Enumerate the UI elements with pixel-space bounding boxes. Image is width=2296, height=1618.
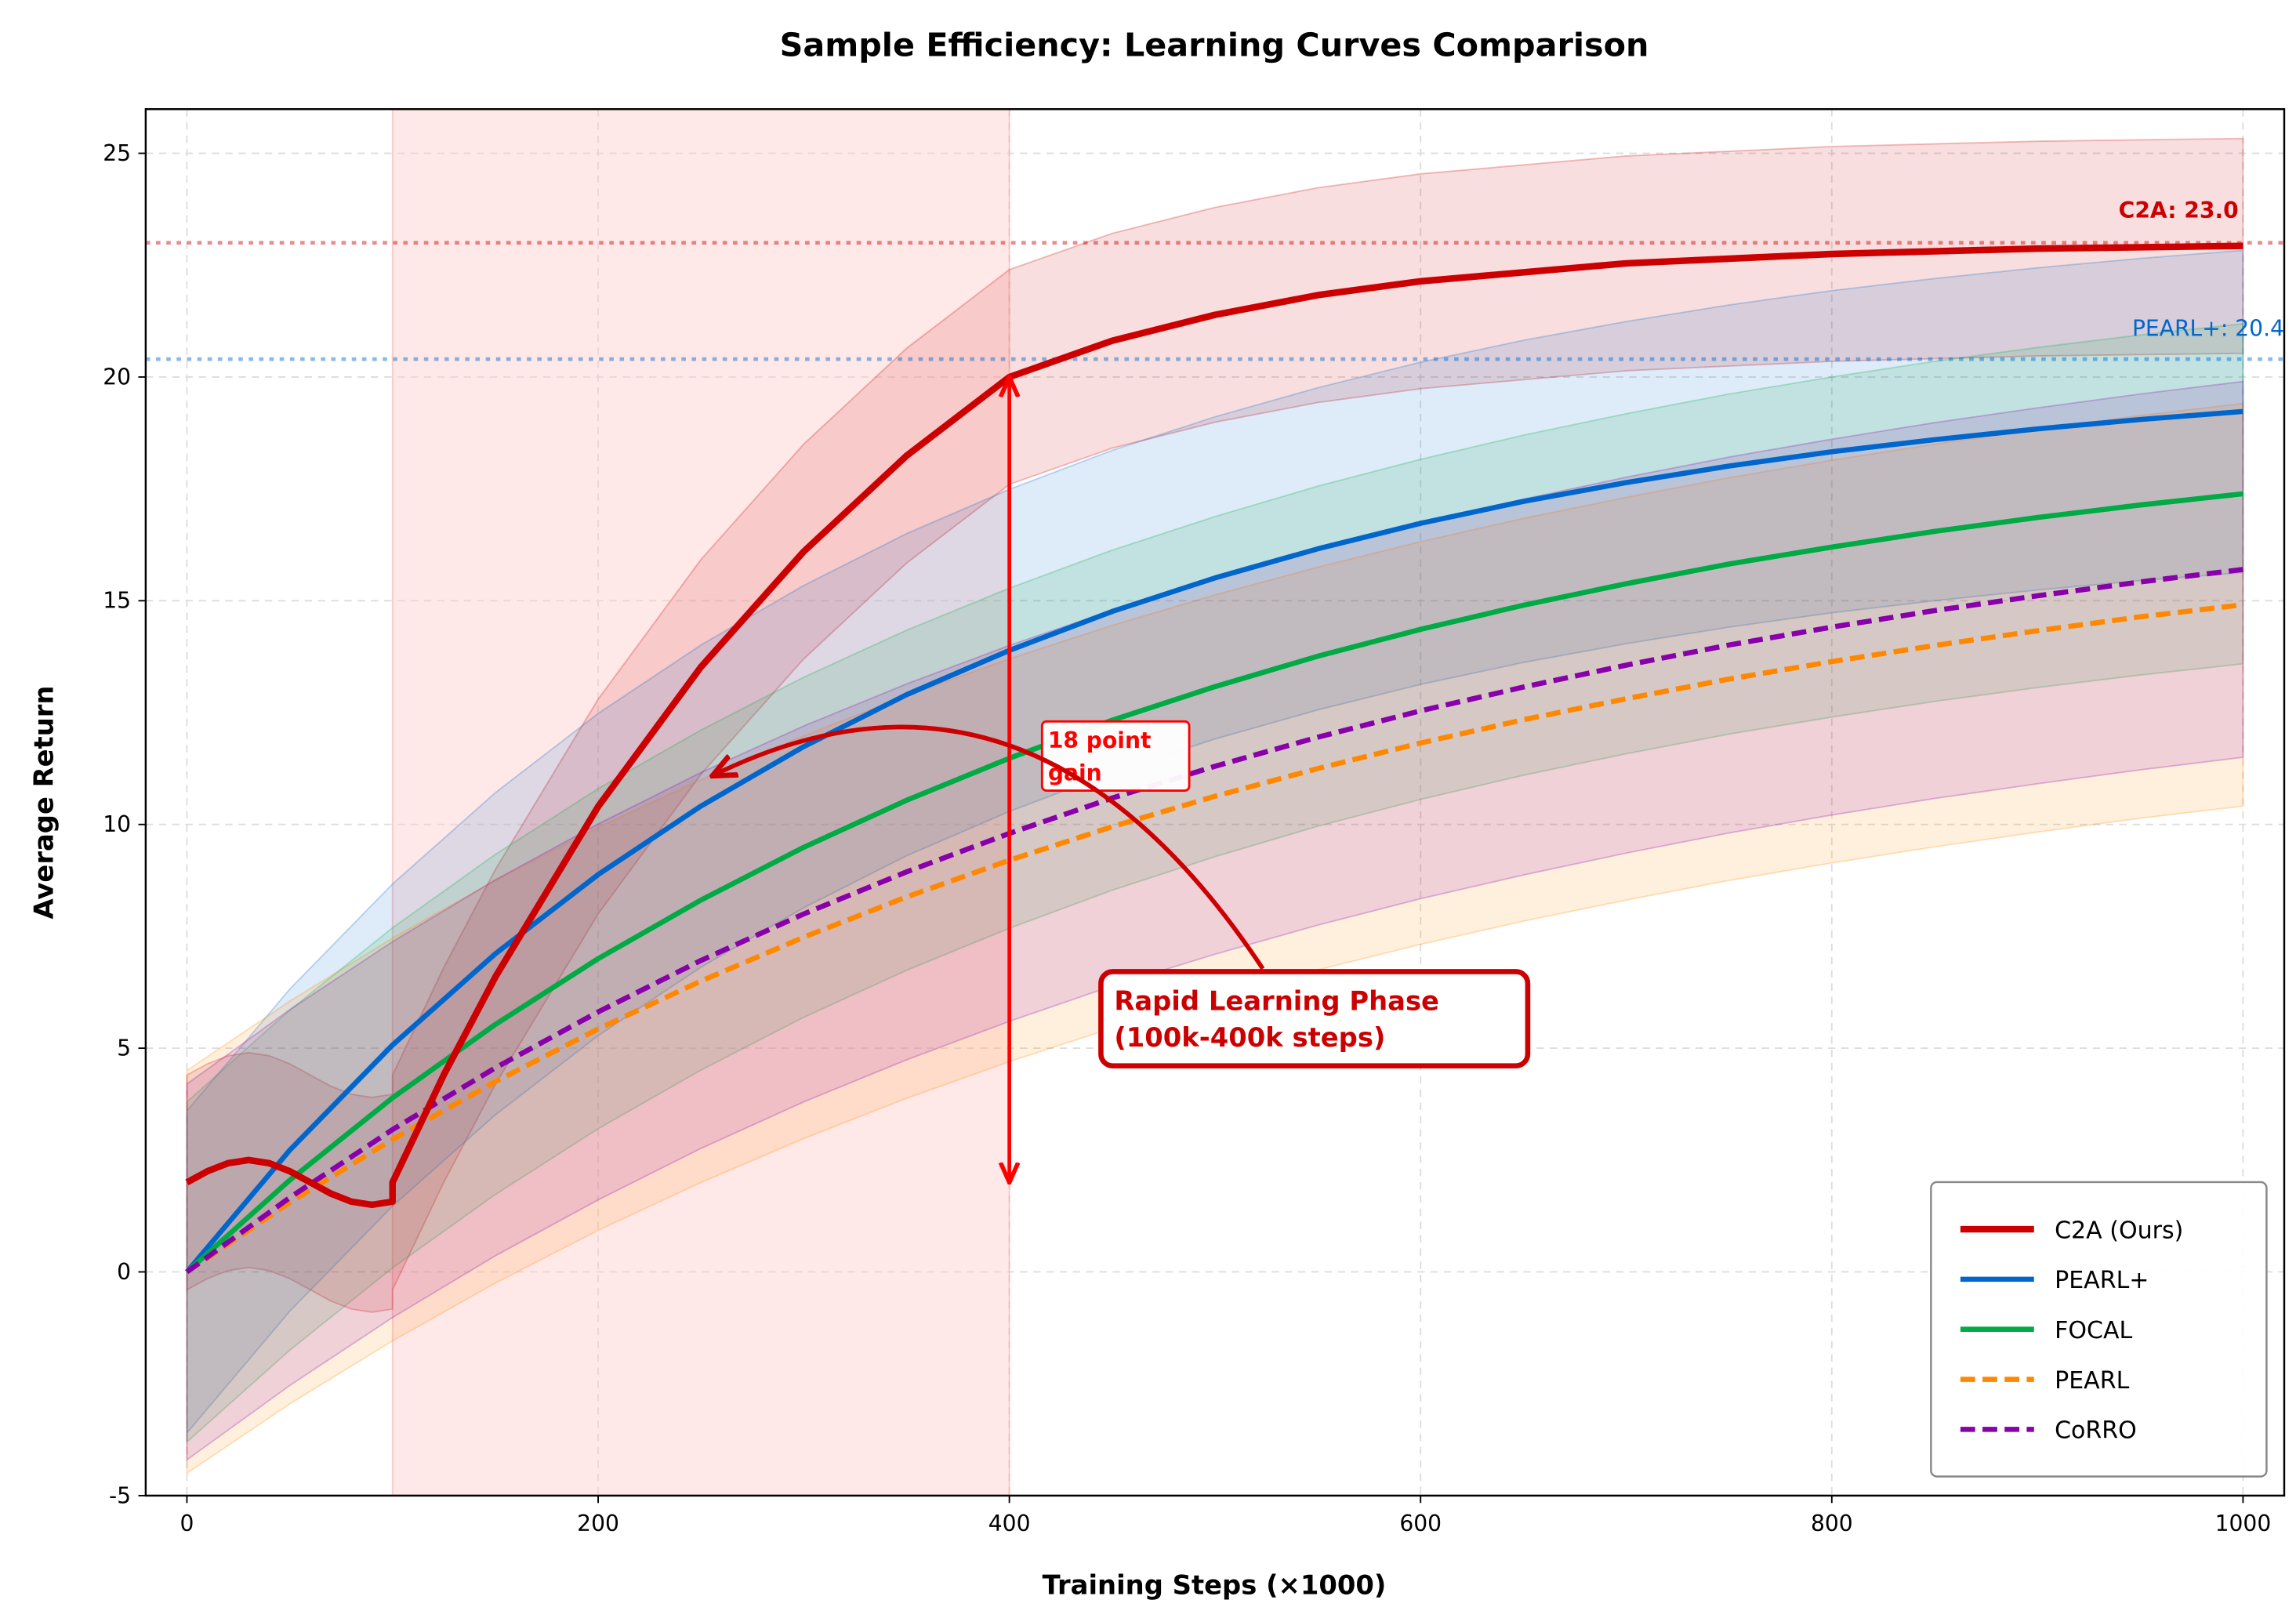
legend-label: PEARL+ (2055, 1267, 2149, 1294)
x-tick-label: 0 (180, 1511, 194, 1536)
y-tick-label: 0 (117, 1259, 131, 1285)
pearl-plus-final-label: PEARL+: 20.4 (2132, 315, 2284, 341)
legend: C2A (Ours) PEARL+ FOCAL PEARL CoRRO (1930, 1181, 2268, 1478)
legend-label: CoRRO (2055, 1417, 2137, 1445)
legend-label: PEARL (2055, 1367, 2129, 1395)
y-tick-label: 20 (103, 364, 131, 390)
y-tick-label: 15 (103, 588, 131, 614)
legend-label: FOCAL (2055, 1317, 2132, 1344)
series-line-focal (185, 491, 2243, 1274)
legend-box (1930, 1181, 2268, 1478)
series-line-pearl (185, 602, 2243, 1275)
confidence-band-focal (186, 322, 2244, 1444)
x-tick-label: 400 (988, 1511, 1031, 1536)
y-axis-label: Average Return (29, 686, 60, 920)
axes-frame (144, 107, 2286, 1497)
phase-callout-arrow (713, 724, 1265, 970)
x-tick-label: 200 (577, 1511, 619, 1536)
y-tick-label: 10 (103, 811, 131, 837)
gain-label-line1: 18 point (1048, 727, 1152, 753)
x-tick-label: 1000 (2215, 1511, 2272, 1536)
plot-background (145, 109, 2284, 1496)
y-tick-label: 25 (103, 140, 131, 166)
series-line-c2a-ours- (185, 242, 2243, 1209)
phase-callout-box (1098, 969, 1531, 1068)
gain-label-box (1040, 720, 1191, 792)
phase-callout-line1: Rapid Learning Phase (1114, 985, 1439, 1016)
series-line-corro (185, 567, 2243, 1275)
confidence-band-pearl- (186, 249, 2244, 1435)
chart-title: Sample Efficiency: Learning Curves Compa… (780, 27, 1649, 64)
c2a-final-label: C2A: 23.0 (2119, 198, 2239, 223)
phase-callout-line2: (100k-400k steps) (1114, 1022, 1385, 1053)
plot-area: 0 200 400 600 800 1000 -5 0 5 10 15 20 25 C2A: 23.0 PE… (103, 107, 2286, 1536)
legend-label: C2A (Ours) (2055, 1217, 2183, 1244)
x-axis-label: Training Steps (×1000) (1043, 1570, 1387, 1601)
x-tick-label: 800 (1811, 1511, 1853, 1536)
series-line-pearl- (184, 408, 2243, 1274)
y-tick-label: 5 (117, 1035, 131, 1061)
x-tick-label: 600 (1399, 1511, 1442, 1536)
y-tick-label: -5 (109, 1482, 131, 1508)
confidence-band-corro (186, 380, 2244, 1462)
